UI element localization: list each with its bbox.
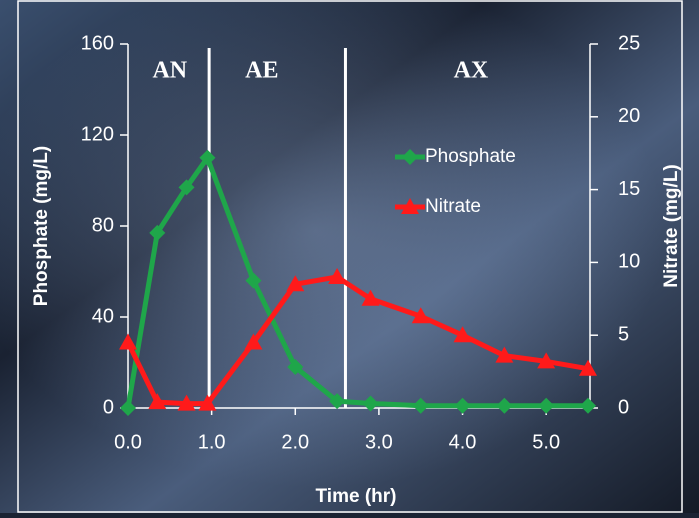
y2-tick-label: 5 [618, 323, 629, 345]
y2-axis-title: Nitrate (mg/L) [661, 164, 682, 288]
y2-tick-label: 20 [618, 105, 640, 127]
x-axis-title: Time (hr) [316, 486, 397, 507]
x-tick-label: 1.0 [198, 431, 226, 453]
phase-label: AN [152, 58, 187, 84]
y-tick-label: 80 [92, 214, 114, 236]
x-tick-label: 4.0 [449, 431, 477, 453]
phase-label: AX [454, 58, 489, 84]
chart: Time (hr) Phosphate (mg/L) Nitrate (mg/L… [0, 0, 699, 513]
y-axis-title: Phosphate (mg/L) [31, 146, 52, 306]
y2-tick-label: 15 [618, 178, 640, 200]
y2-tick-label: 10 [618, 251, 640, 273]
y-tick-label: 120 [81, 123, 114, 145]
y-tick-label: 40 [92, 305, 114, 327]
x-tick-label: 3.0 [365, 431, 393, 453]
x-tick-label: 5.0 [532, 431, 560, 453]
x-tick-label: 2.0 [281, 431, 309, 453]
y-tick-label: 160 [81, 32, 114, 54]
y2-tick-label: 0 [618, 396, 629, 418]
legend-label: Nitrate [425, 196, 481, 217]
x-tick-label: 0.0 [114, 431, 142, 453]
legend-label: Phosphate [425, 146, 516, 167]
y-tick-label: 0 [103, 396, 114, 418]
phase-label: AE [245, 58, 278, 84]
y2-tick-label: 25 [618, 32, 640, 54]
background-glow [0, 0, 699, 513]
